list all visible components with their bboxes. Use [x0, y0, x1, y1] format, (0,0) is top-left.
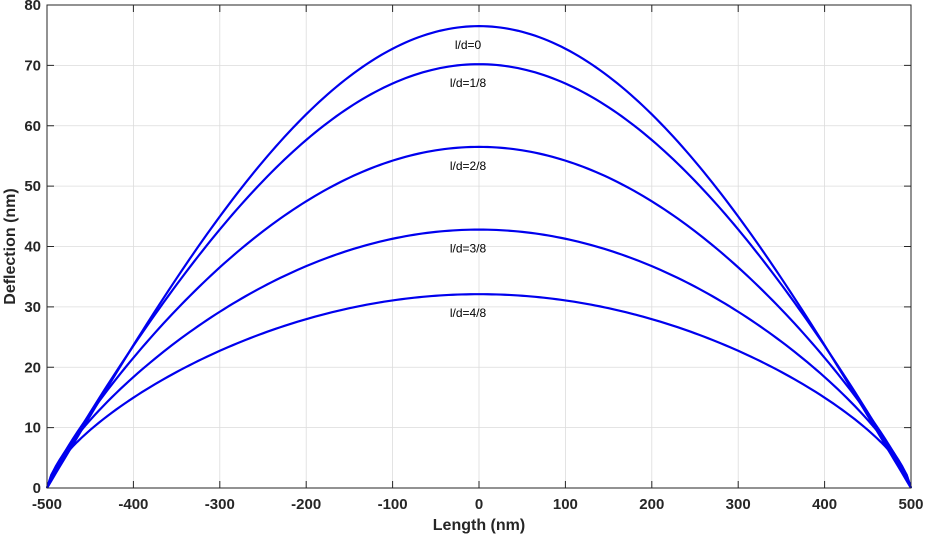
x-tick-label: 300 [726, 496, 751, 513]
curve-label-4: l/d=4/8 [450, 306, 487, 320]
curve-labels: l/d=0 l/d=1/8 l/d=2/8 l/d=3/8 l/d=4/8 [450, 38, 487, 320]
series-line-2 [45, 145, 913, 489]
x-axis-label: Length (nm) [433, 517, 525, 534]
y-tick-label: 30 [24, 299, 41, 316]
y-tick-label: 40 [24, 239, 41, 256]
x-tick-label: -100 [378, 496, 408, 513]
x-tick-label: 200 [639, 496, 664, 513]
y-tick-label: 50 [24, 178, 41, 195]
y-tick-labels: 0 10 20 30 40 50 60 70 80 [24, 0, 41, 497]
x-tick-label: -300 [205, 496, 235, 513]
x-tick-label: 400 [812, 496, 837, 513]
x-tick-label: -200 [291, 496, 321, 513]
x-tick-label: 0 [475, 496, 483, 513]
y-axis-label: Deflection (nm) [2, 188, 19, 304]
x-tick-label: 500 [898, 496, 923, 513]
x-tick-label: 100 [553, 496, 578, 513]
x-tick-label: -500 [32, 496, 62, 513]
y-tick-label: 60 [24, 118, 41, 135]
y-tick-label: 80 [24, 0, 41, 14]
series-group [45, 25, 913, 489]
x-tick-labels: -500 -400 -300 -200 -100 0 100 200 300 400 500 [32, 496, 924, 513]
curve-label-1: l/d=1/8 [450, 76, 487, 90]
series-line-3 [45, 228, 913, 489]
curve-label-0: l/d=0 [455, 38, 482, 52]
series-line-4 [45, 293, 913, 489]
axis-ticks [46, 4, 912, 489]
y-tick-label: 20 [24, 359, 41, 376]
curve-label-2: l/d=2/8 [450, 159, 487, 173]
x-tick-label: -400 [118, 496, 148, 513]
series-line-1 [46, 63, 912, 489]
series-line-0 [46, 25, 912, 489]
curve-label-3: l/d=3/8 [450, 242, 487, 256]
y-tick-label: 0 [33, 480, 41, 497]
y-tick-label: 10 [24, 420, 41, 437]
y-tick-label: 70 [24, 57, 41, 74]
